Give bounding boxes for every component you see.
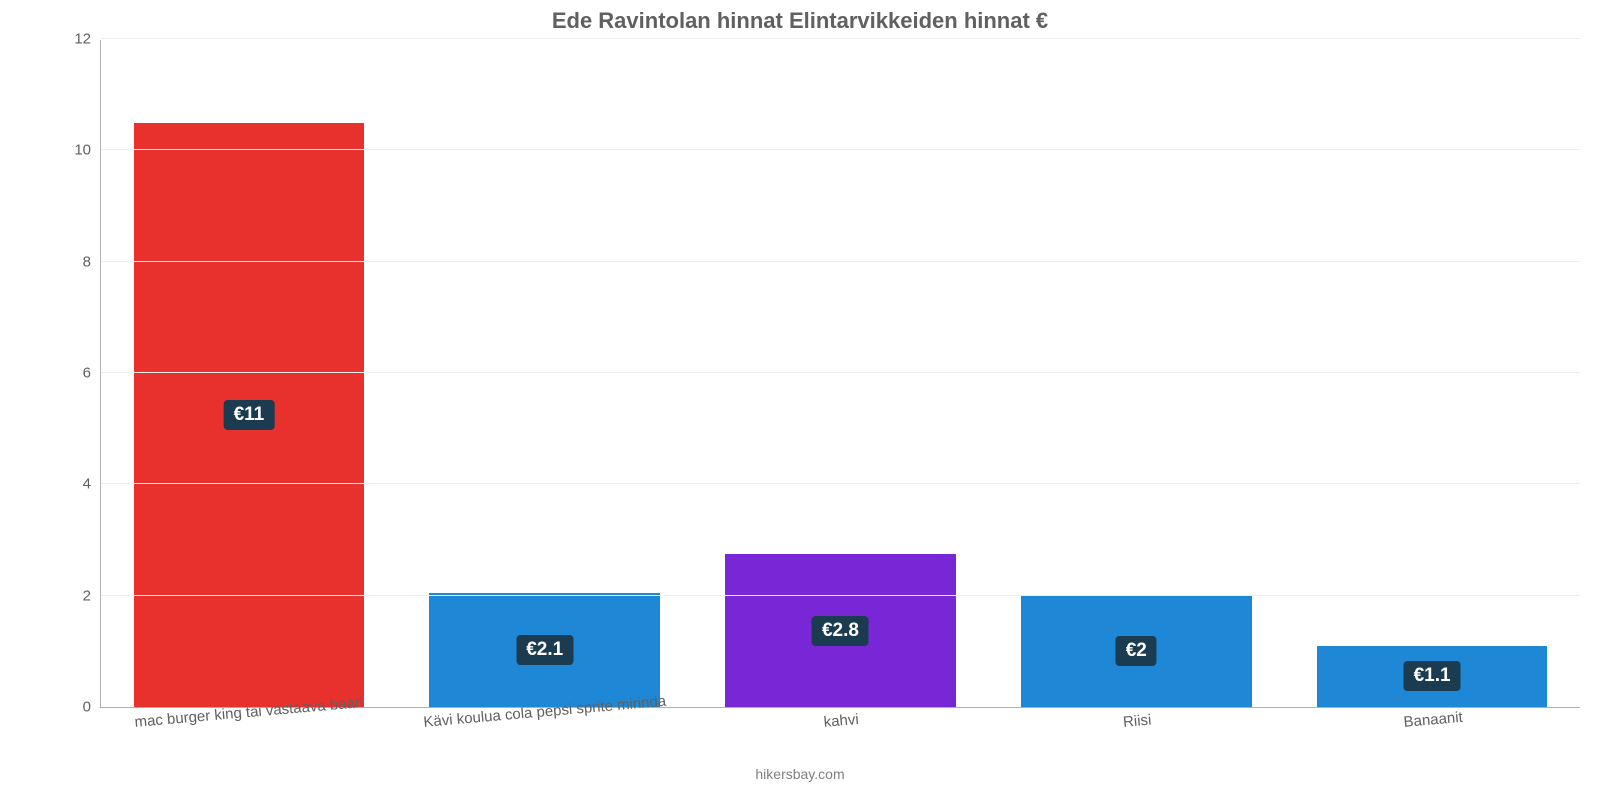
ytick-label: 6 bbox=[83, 365, 101, 382]
bar-value-badge: €1.1 bbox=[1404, 661, 1461, 691]
bar: €2.8 bbox=[725, 554, 956, 707]
x-axis-label: Riisi bbox=[1122, 706, 1152, 731]
bar-slot: €2 bbox=[988, 40, 1284, 707]
chart-title: Ede Ravintolan hinnat Elintarvikkeiden h… bbox=[0, 8, 1600, 34]
plot-area: €11€2.1€2.8€2€1.1 024681012 mac burger k… bbox=[100, 40, 1580, 708]
xlabel-slot: Riisi bbox=[988, 708, 1284, 748]
bar-value-badge: €2.8 bbox=[812, 616, 869, 646]
ytick-label: 8 bbox=[83, 253, 101, 270]
gridline bbox=[101, 483, 1580, 484]
x-axis-labels: mac burger king tai vastaava baariKävi k… bbox=[100, 708, 1580, 748]
x-axis-label: kahvi bbox=[822, 705, 859, 731]
chart-attribution: hikersbay.com bbox=[0, 766, 1600, 782]
ytick-label: 10 bbox=[74, 142, 101, 159]
bar: €11 bbox=[134, 123, 365, 707]
ytick-label: 2 bbox=[83, 587, 101, 604]
price-bar-chart: Ede Ravintolan hinnat Elintarvikkeiden h… bbox=[0, 0, 1600, 800]
xlabel-slot: kahvi bbox=[692, 708, 988, 748]
gridline bbox=[101, 261, 1580, 262]
bar-value-badge: €11 bbox=[224, 400, 275, 430]
bar-slot: €2.1 bbox=[397, 40, 693, 707]
ytick-label: 0 bbox=[83, 699, 101, 716]
gridline bbox=[101, 595, 1580, 596]
bar-slot: €11 bbox=[101, 40, 397, 707]
bar-slot: €1.1 bbox=[1284, 40, 1580, 707]
bar-value-badge: €2.1 bbox=[516, 635, 573, 665]
bars-container: €11 €2.1 €2.8 €2 €1.1 bbox=[101, 40, 1580, 707]
gridline bbox=[101, 149, 1580, 150]
x-axis-label: Banaanit bbox=[1402, 703, 1463, 731]
bar-value-badge: €2 bbox=[1116, 636, 1157, 666]
xlabel-slot: Banaanit bbox=[1284, 708, 1580, 748]
axes-box: €11€2.1€2.8€2€1.1 024681012 bbox=[100, 40, 1580, 708]
ytick-label: 12 bbox=[74, 31, 101, 48]
xlabel-slot: mac burger king tai vastaava baari bbox=[100, 708, 396, 748]
xlabel-slot: Kävi koulua cola pepsi sprite mirinda bbox=[396, 708, 692, 748]
gridline bbox=[101, 372, 1580, 373]
bar-slot: €2.8 bbox=[693, 40, 989, 707]
gridline bbox=[101, 38, 1580, 39]
bar: €1.1 bbox=[1317, 646, 1548, 707]
ytick-label: 4 bbox=[83, 476, 101, 493]
bar: €2 bbox=[1021, 596, 1252, 707]
